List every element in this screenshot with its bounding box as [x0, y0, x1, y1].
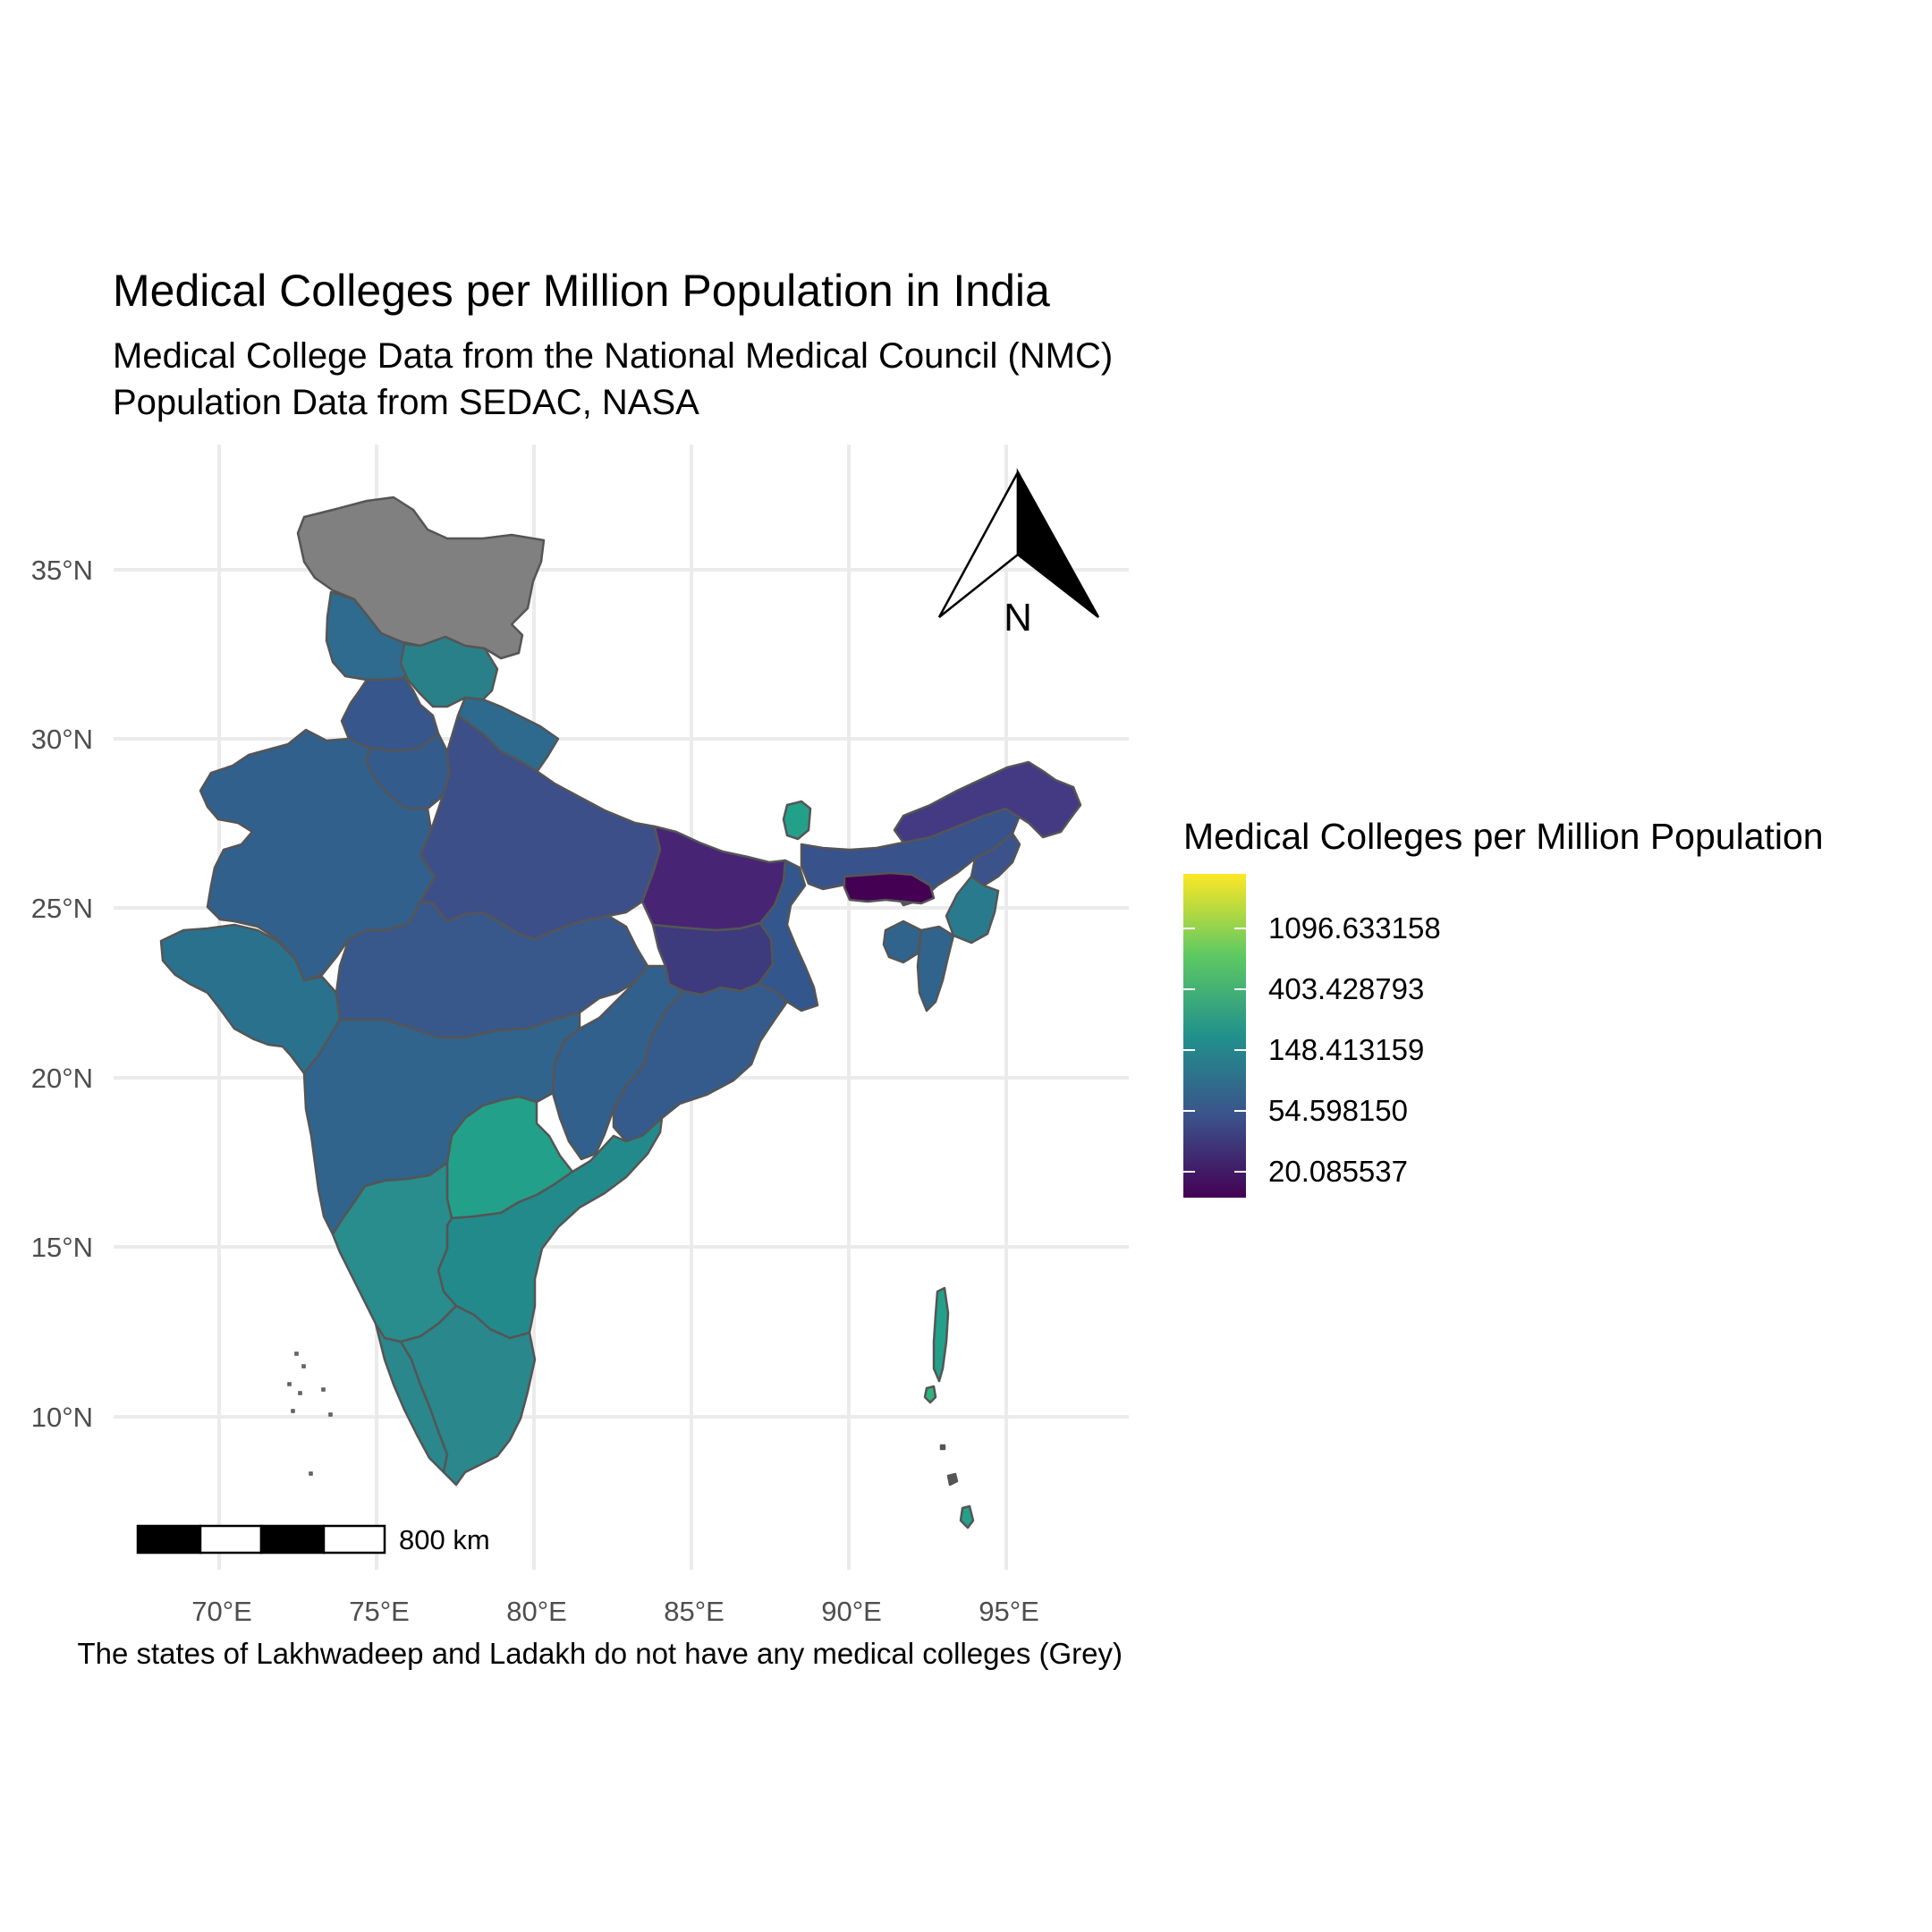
region-manipur	[945, 875, 1000, 945]
legend-tick	[1183, 1171, 1195, 1173]
region-odisha	[612, 982, 789, 1143]
region-andaman-nicobar	[932, 1286, 950, 1383]
region-andaman-nicobar	[939, 1444, 959, 1487]
lat-tick-label: 20°N	[31, 1063, 93, 1094]
lat-tick-label: 25°N	[31, 893, 93, 924]
scale-bar	[136, 1524, 386, 1555]
legend-break-label: 54.598150	[1268, 1094, 1408, 1127]
lon-tick-label: 90°E	[821, 1596, 882, 1627]
legend-break-label: 1096.633158	[1268, 911, 1441, 945]
legend-break-label: 403.428793	[1268, 972, 1425, 1005]
lon-tick-label: 95°E	[979, 1596, 1039, 1627]
lon-tick-label: 80°E	[506, 1596, 567, 1627]
legend-colorbar	[1183, 874, 1246, 1198]
legend-tick	[1183, 988, 1195, 990]
map-title: Medical Colleges per Million Population …	[113, 266, 1050, 316]
legend-tick	[1234, 928, 1246, 929]
legend-tick	[1234, 1171, 1246, 1173]
legend-tick	[1183, 1049, 1195, 1051]
legend-title: Medical Colleges per Million Population	[1183, 816, 1824, 857]
region-lakshadweep	[287, 1352, 333, 1476]
region-bihar	[640, 825, 787, 932]
north-arrow: N	[937, 468, 1100, 640]
legend-tick	[1234, 988, 1246, 990]
region-andaman-nicobar	[959, 1504, 975, 1530]
legend-tick	[1183, 1110, 1195, 1112]
states-layer	[159, 496, 1082, 1530]
region-tamil-nadu	[399, 1304, 537, 1487]
lon-tick-label: 85°E	[664, 1596, 724, 1627]
legend-break-label: 148.413159	[1268, 1033, 1425, 1066]
north-arrow-label: N	[1004, 596, 1032, 640]
map-caption: The states of Lakhwadeep and Ladakh do n…	[77, 1637, 1123, 1670]
legend-tick	[1183, 928, 1195, 929]
lat-tick-label: 30°N	[31, 724, 93, 755]
region-rajasthan	[199, 728, 436, 982]
region-tripura	[882, 919, 923, 964]
legend-break-label: 20.085537	[1268, 1155, 1408, 1188]
region-karnataka	[331, 1161, 458, 1343]
region-meghalaya	[843, 871, 936, 905]
scale-bar-label: 800 km	[399, 1524, 490, 1555]
lat-tick-label: 35°N	[31, 555, 93, 586]
region-arunachal-pradesh	[893, 760, 1082, 844]
region-sikkim	[782, 800, 812, 841]
lat-tick-label: 10°N	[31, 1402, 93, 1433]
region-west-bengal	[757, 859, 819, 1013]
lon-tick-label: 75°E	[349, 1596, 410, 1627]
region-andaman-nicobar	[923, 1385, 937, 1404]
region-mizoram	[916, 925, 955, 1013]
legend-tick	[1234, 1049, 1246, 1051]
legend-tick	[1234, 1110, 1246, 1112]
map-subtitle-line-1: Medical College Data from the National M…	[113, 336, 1114, 376]
lat-tick-label: 15°N	[31, 1232, 93, 1263]
map-subtitle-line-2: Population Data from SEDAC, NASA	[113, 383, 699, 422]
lon-tick-label: 70°E	[191, 1596, 252, 1627]
